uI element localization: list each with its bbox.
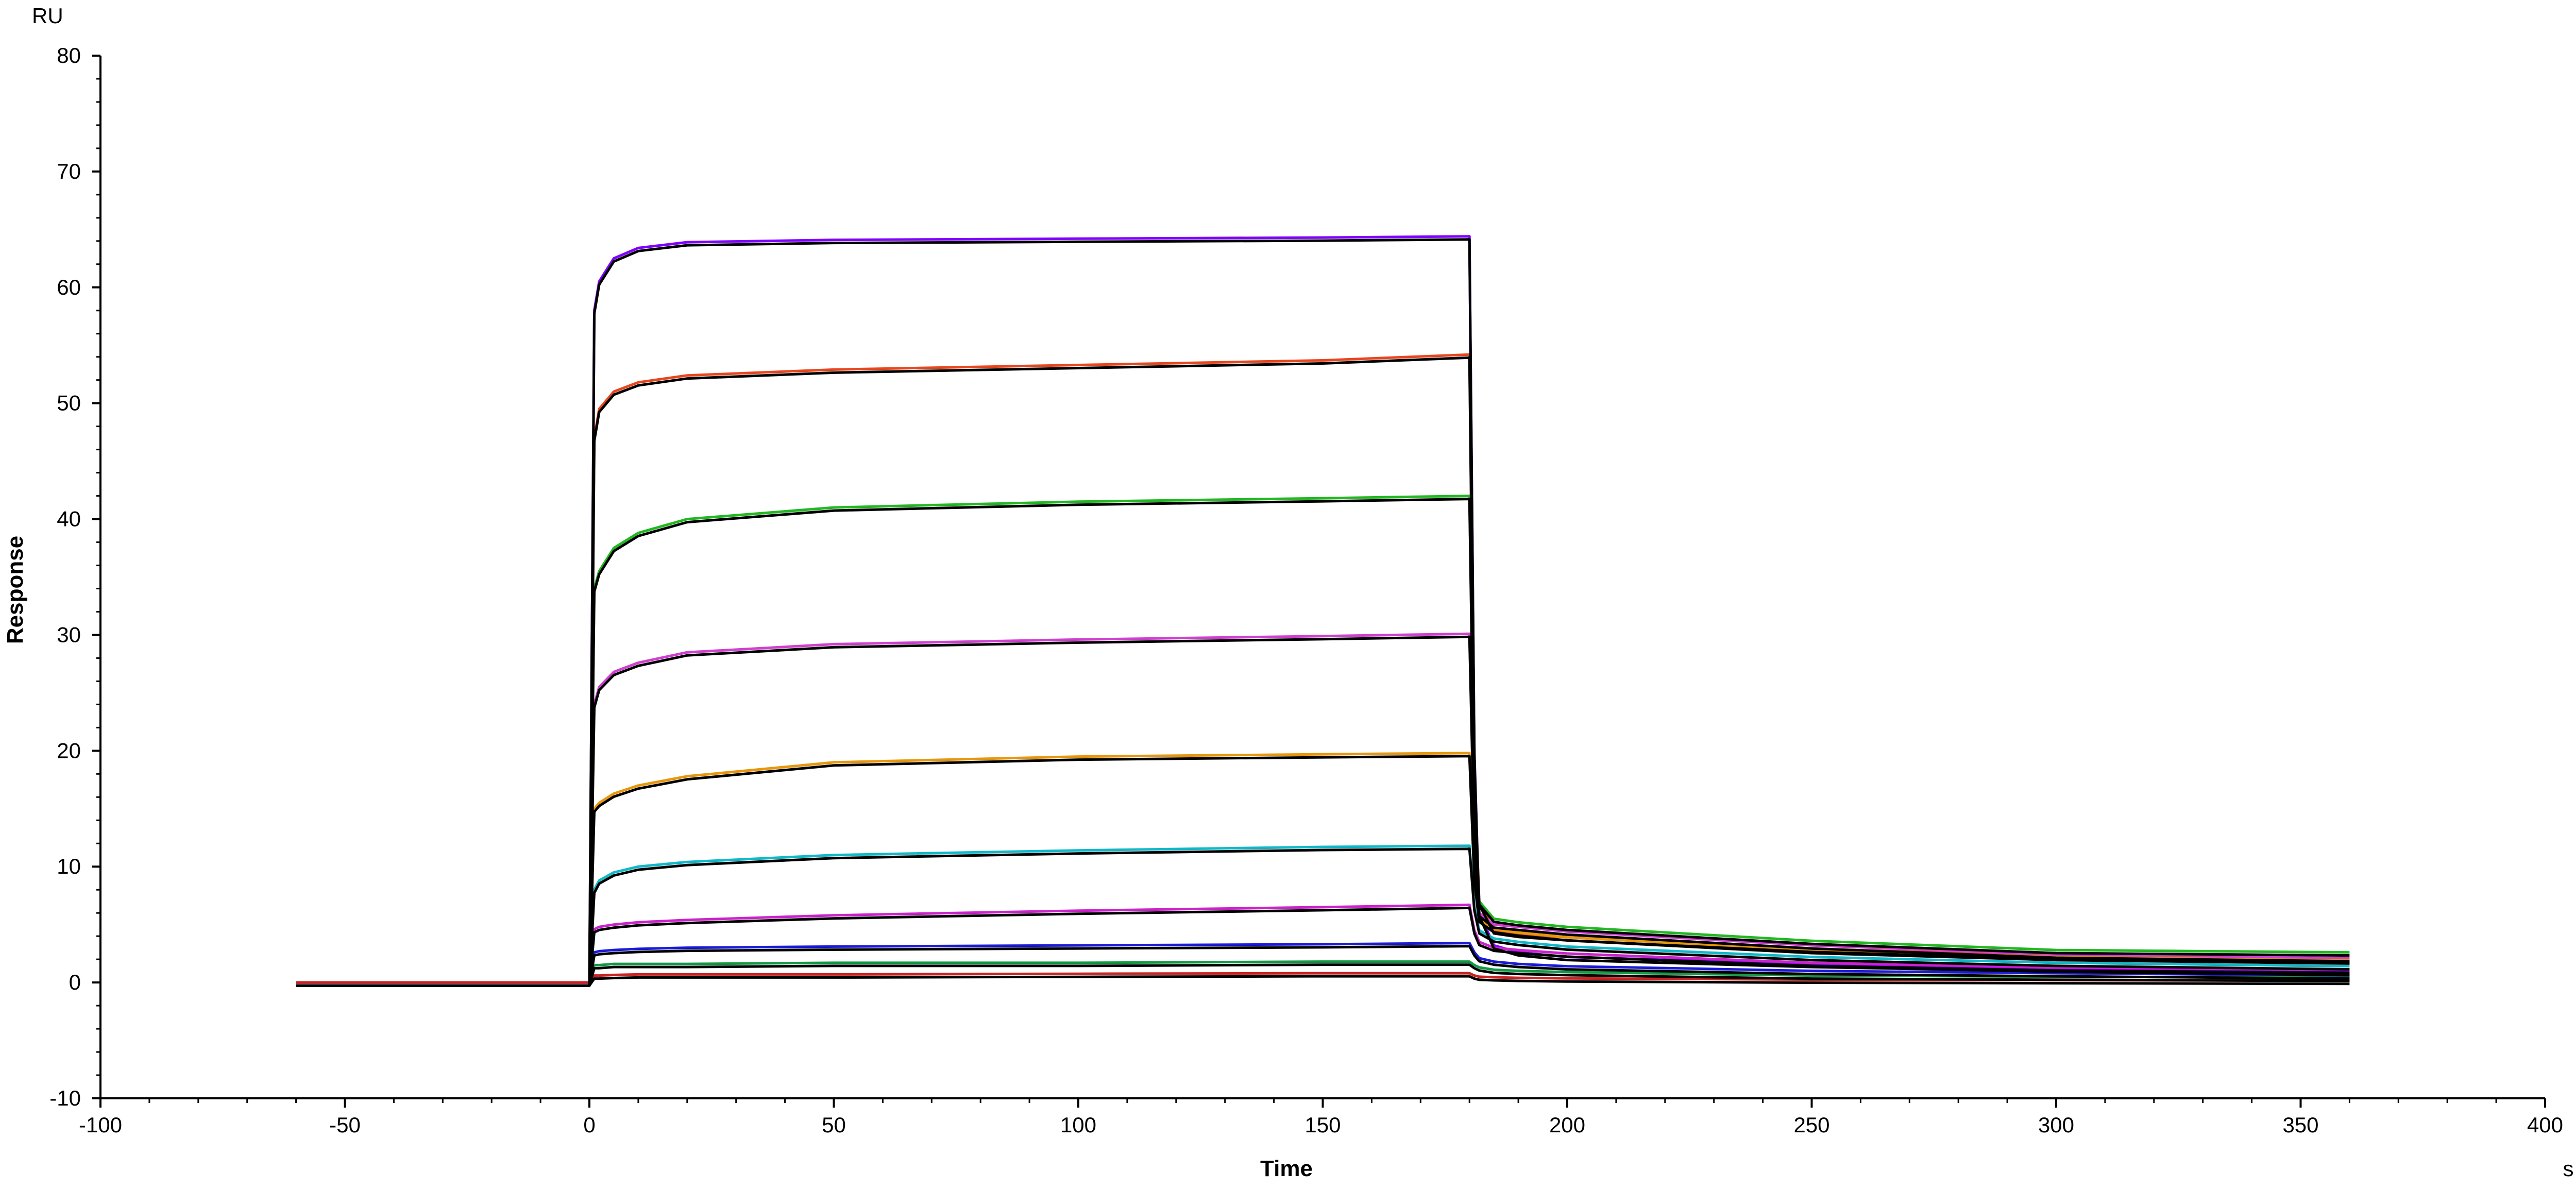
fit-line-5 bbox=[296, 755, 2350, 987]
x-axis-unit: s bbox=[2563, 1157, 2574, 1181]
fit-line-4 bbox=[296, 635, 2350, 987]
y-tick-label: 0 bbox=[69, 970, 81, 994]
fit-line-10 bbox=[296, 975, 2350, 987]
x-axis-label: Time bbox=[1260, 1156, 1313, 1181]
y-tick-label: 10 bbox=[57, 854, 81, 878]
series-line-4 bbox=[296, 632, 2350, 984]
series-line-2 bbox=[296, 353, 2350, 984]
x-tick-label: 400 bbox=[2527, 1113, 2563, 1137]
y-tick-label: 30 bbox=[57, 622, 81, 647]
series-line-5 bbox=[296, 752, 2350, 984]
y-axis-label: Response bbox=[3, 536, 28, 644]
series-line-6 bbox=[296, 844, 2350, 984]
series-line-8 bbox=[296, 942, 2350, 984]
x-tick-label: -50 bbox=[329, 1113, 361, 1137]
series-line-1 bbox=[296, 235, 2350, 984]
x-tick-label: 250 bbox=[1793, 1113, 1829, 1137]
y-tick-label: 60 bbox=[57, 275, 81, 299]
y-tick-label: 20 bbox=[57, 738, 81, 762]
x-tick-label: 300 bbox=[2038, 1113, 2074, 1137]
series-line-3 bbox=[296, 495, 2350, 984]
fit-line-1 bbox=[296, 238, 2350, 987]
fit-line-9 bbox=[296, 963, 2350, 987]
x-tick-label: 350 bbox=[2282, 1113, 2318, 1137]
x-tick-label: 50 bbox=[822, 1113, 846, 1137]
x-tick-label: -100 bbox=[79, 1113, 122, 1137]
y-tick-label: 70 bbox=[57, 159, 81, 183]
x-tick-label: 0 bbox=[583, 1113, 595, 1137]
fit-line-6 bbox=[296, 847, 2350, 987]
y-tick-label: 80 bbox=[57, 43, 81, 67]
fit-line-2 bbox=[296, 356, 2350, 987]
series-line-10 bbox=[296, 972, 2350, 984]
fit-line-8 bbox=[296, 945, 2350, 987]
y-axis-unit: RU bbox=[32, 4, 63, 28]
x-tick-label: 150 bbox=[1304, 1113, 1341, 1137]
x-tick-label: 100 bbox=[1060, 1113, 1096, 1137]
x-tick-label: 200 bbox=[1549, 1113, 1585, 1137]
y-tick-label: 40 bbox=[57, 507, 81, 531]
fit-line-3 bbox=[296, 498, 2350, 987]
y-tick-label: 50 bbox=[57, 391, 81, 415]
series-line-9 bbox=[296, 960, 2350, 984]
y-tick-label: -10 bbox=[49, 1086, 81, 1110]
series-line-7 bbox=[296, 903, 2350, 984]
fit-line-7 bbox=[296, 906, 2350, 987]
